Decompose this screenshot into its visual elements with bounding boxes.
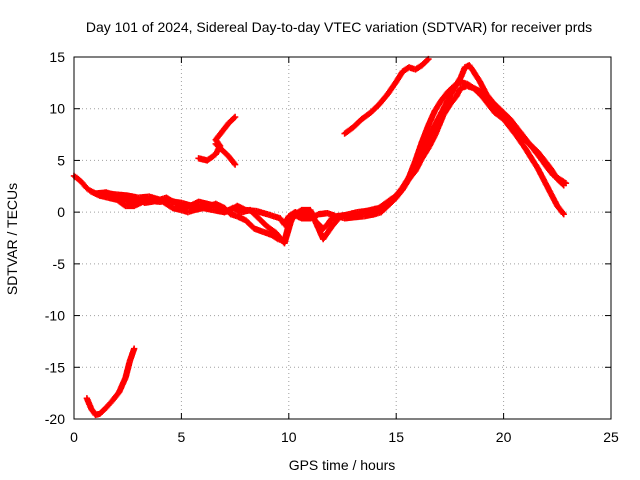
tick-labels: 0 5 10 15 20 25 -20 -15 -10 -5 0 5 10 15 — [45, 49, 619, 445]
y-tick-label: 5 — [57, 152, 65, 168]
x-tick-label: 5 — [178, 429, 186, 445]
x-tick-label: 25 — [603, 429, 619, 445]
series-arc-5 — [195, 113, 239, 164]
y-tick-label: -5 — [53, 256, 66, 272]
series-trace — [342, 56, 431, 136]
series-arc-3 — [87, 62, 567, 247]
plot-frame — [73, 56, 612, 420]
grid — [74, 57, 611, 419]
x-tick-label: 20 — [496, 429, 512, 445]
series-arc-6 — [212, 140, 239, 168]
series-trace — [84, 346, 137, 418]
y-tick-label: -15 — [45, 359, 65, 375]
series-arc-4 — [341, 55, 432, 137]
x-tick-label: 0 — [70, 429, 78, 445]
y-tick-label: 15 — [49, 49, 65, 65]
y-tick-label: -20 — [45, 411, 65, 427]
x-tick-label: 10 — [281, 429, 297, 445]
y-axis-label: SDTVAR / TECUs — [4, 183, 20, 295]
y-tick-label: -10 — [45, 308, 65, 324]
x-tick-label: 15 — [388, 429, 404, 445]
series-trace — [89, 62, 566, 246]
x-axis-label: GPS time / hours — [289, 457, 396, 473]
series-trace — [213, 141, 238, 167]
axis-ticks — [73, 56, 612, 420]
y-tick-label: 10 — [49, 101, 65, 117]
series-arc-7 — [83, 345, 138, 419]
data-points — [70, 55, 570, 419]
y-tick-label: 0 — [57, 204, 65, 220]
chart-title: Day 101 of 2024, Sidereal Day-to-day VTE… — [86, 19, 592, 35]
